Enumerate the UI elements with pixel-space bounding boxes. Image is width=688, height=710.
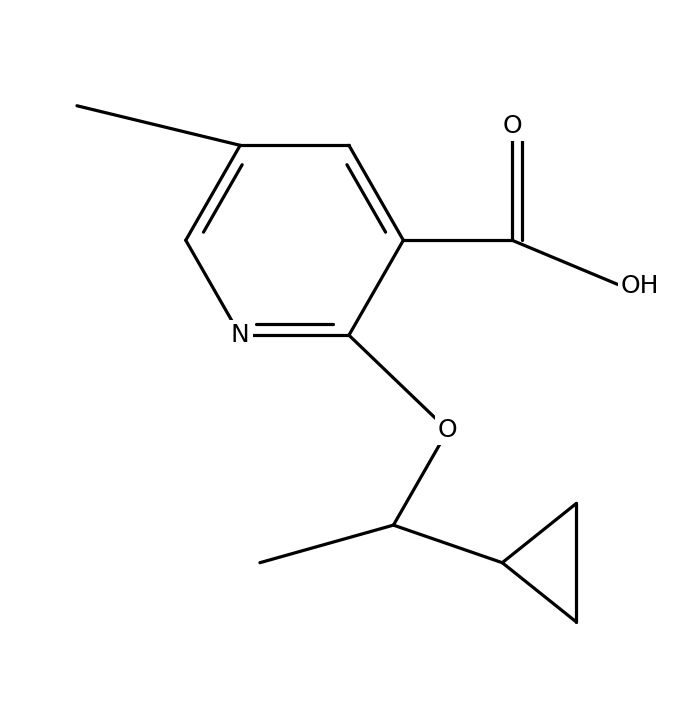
Text: OH: OH bbox=[621, 274, 659, 297]
Text: O: O bbox=[502, 114, 522, 138]
Text: O: O bbox=[438, 418, 458, 442]
Text: N: N bbox=[230, 323, 250, 347]
